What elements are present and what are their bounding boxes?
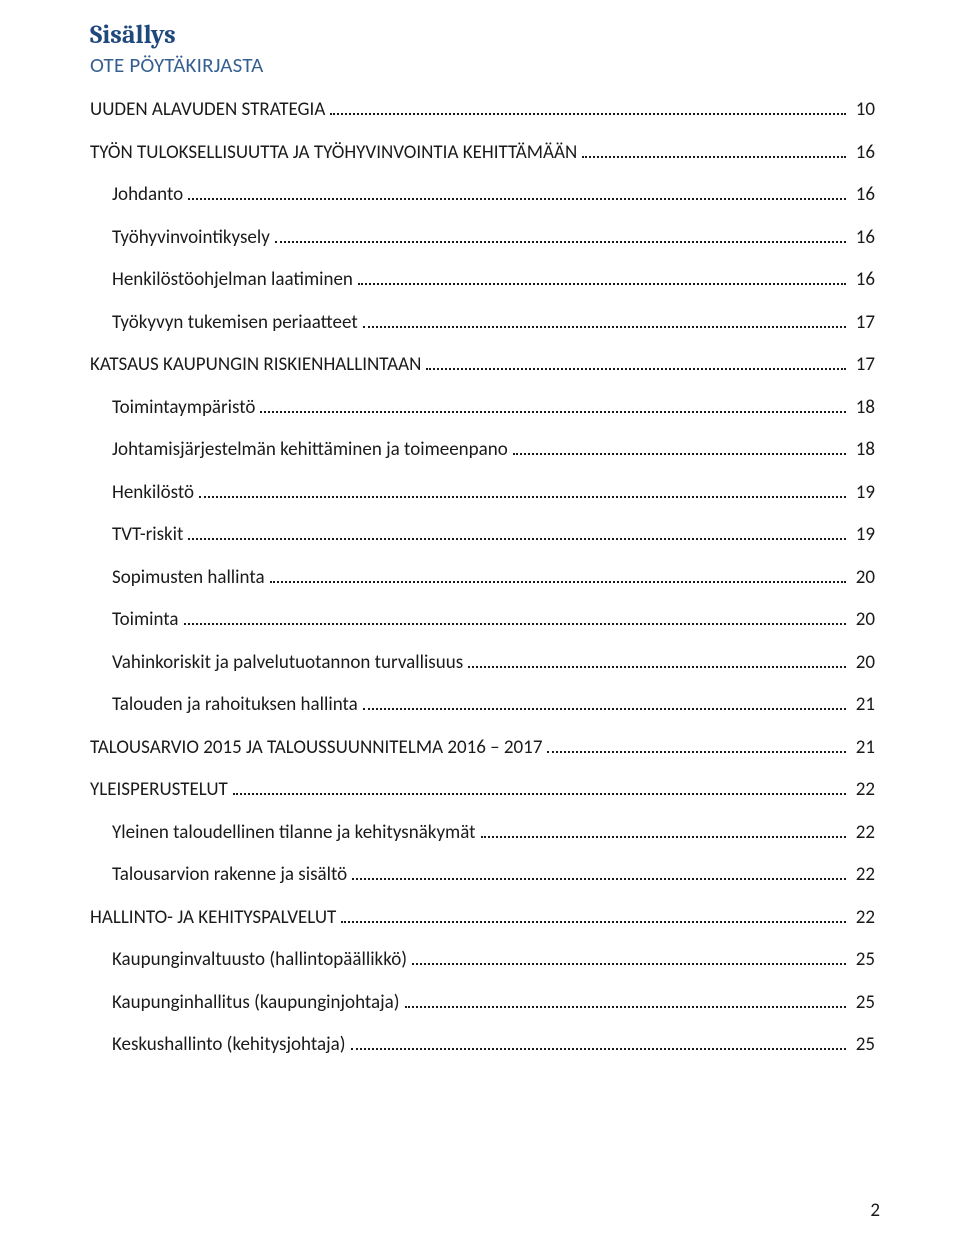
toc-entry[interactable]: Toiminta 20 [112,610,875,629]
document-page: Sisällys OTE PÖYTÄKIRJASTA UUDEN ALAVUDE… [0,0,960,1244]
table-of-contents: UUDEN ALAVUDEN STRATEGIA 10 TYÖN TULOKSELL… [90,100,875,1054]
doc-title: Sisällys [90,20,875,50]
toc-entry-page: 17 [849,355,875,374]
toc-entry[interactable]: YLEISPERUSTELUT 22 [90,780,875,799]
toc-entry-label: TALOUSARVIO 2015 JA TALOUSSUUNNITELMA 20… [90,738,544,757]
toc-entry[interactable]: TYÖN TULOKSELLISUUTTA JA TYÖHYVINVOINTIA… [90,143,875,162]
toc-leader-dots [341,921,846,923]
toc-entry-page: 21 [849,695,875,714]
toc-entry[interactable]: KATSAUS KAUPUNGIN RISKIENHALLINTAAN 17 [90,355,875,374]
toc-entry-label: Kaupunginvaltuusto (hallintopäällikkö) [112,950,409,969]
toc-entry-page: 20 [849,610,875,629]
toc-leader-dots [468,666,846,668]
toc-entry-label: Toiminta [112,610,181,629]
toc-entry-label: TVT-riskit [112,525,185,544]
toc-entry-page: 20 [849,568,875,587]
toc-entry-label: HALLINTO- JA KEHITYSPALVELUT [90,908,338,927]
toc-entry-page: 22 [849,908,875,927]
toc-entry[interactable]: Kaupunginvaltuusto (hallintopäällikkö) 25 [112,950,875,969]
toc-entry-label: YLEISPERUSTELUT [90,780,230,799]
toc-entry-page: 22 [849,823,875,842]
toc-entry-page: 20 [849,653,875,672]
toc-entry-label: Henkilöstöohjelman laatiminen [112,270,355,289]
toc-leader-dots [188,198,846,200]
toc-entry-label: Johtamisjärjestelmän kehittäminen ja toi… [112,440,510,459]
toc-entry-page: 25 [849,1035,875,1054]
toc-entry[interactable]: Johdanto 16 [112,185,875,204]
toc-entry-page: 18 [849,440,875,459]
toc-entry-page: 25 [849,950,875,969]
toc-entry-label: Talouden ja rahoituksen hallinta [112,695,360,714]
toc-entry[interactable]: Talousarvion rakenne ja sisältö 22 [112,865,875,884]
toc-entry-label: TYÖN TULOKSELLISUUTTA JA TYÖHYVINVOINTIA… [90,143,579,162]
toc-entry-label: Työhyvinvointikysely [112,228,272,247]
toc-entry[interactable]: HALLINTO- JA KEHITYSPALVELUT 22 [90,908,875,927]
toc-leader-dots [352,878,846,880]
toc-entry[interactable]: Sopimusten hallinta 20 [112,568,875,587]
toc-entry-label: Keskushallinto (kehitysjohtaja) [112,1035,348,1054]
toc-leader-dots [426,368,846,370]
toc-entry-page: 25 [849,993,875,1012]
toc-leader-dots [481,836,846,838]
toc-leader-dots [188,538,846,540]
toc-entry-page: 16 [849,185,875,204]
toc-entry-page: 18 [849,398,875,417]
toc-entry[interactable]: UUDEN ALAVUDEN STRATEGIA 10 [90,100,875,119]
toc-leader-dots [351,1048,846,1050]
toc-leader-dots [233,793,846,795]
toc-entry[interactable]: Keskushallinto (kehitysjohtaja) 25 [112,1035,875,1054]
toc-entry-page: 19 [849,483,875,502]
toc-leader-dots [547,751,846,753]
toc-entry[interactable]: Vahinkoriskit ja palvelutuotannon turval… [112,653,875,672]
toc-entry[interactable]: Johtamisjärjestelmän kehittäminen ja toi… [112,440,875,459]
toc-entry-page: 16 [849,228,875,247]
toc-entry[interactable]: Toimintaympäristö 18 [112,398,875,417]
toc-leader-dots [363,708,846,710]
toc-leader-dots [582,156,846,158]
toc-leader-dots [260,411,846,413]
toc-entry-label: Yleinen taloudellinen tilanne ja kehitys… [112,823,478,842]
toc-leader-dots [330,113,846,115]
toc-leader-dots [270,581,846,583]
toc-leader-dots [275,241,846,243]
toc-entry[interactable]: Kaupunginhallitus (kaupunginjohtaja) 25 [112,993,875,1012]
toc-entry-label: Vahinkoriskit ja palvelutuotannon turval… [112,653,465,672]
doc-subtitle: OTE PÖYTÄKIRJASTA [90,52,875,78]
toc-entry-label: Työkyvyn tukemisen periaatteet [112,313,360,332]
toc-entry-page: 16 [849,143,875,162]
toc-entry-page: 19 [849,525,875,544]
page-number: 2 [870,1199,880,1222]
toc-entry-label: Kaupunginhallitus (kaupunginjohtaja) [112,993,402,1012]
toc-entry-page: 22 [849,780,875,799]
toc-leader-dots [199,496,846,498]
toc-entry[interactable]: TVT-riskit 19 [112,525,875,544]
toc-entry-label: UUDEN ALAVUDEN STRATEGIA [90,100,327,119]
toc-entry-page: 10 [849,100,875,119]
toc-leader-dots [412,963,846,965]
toc-entry-label: KATSAUS KAUPUNGIN RISKIENHALLINTAAN [90,355,423,374]
toc-leader-dots [513,453,846,455]
toc-entry[interactable]: Henkilöstö 19 [112,483,875,502]
toc-entry-label: Henkilöstö [112,483,196,502]
toc-leader-dots [405,1006,846,1008]
toc-entry-page: 16 [849,270,875,289]
toc-entry-label: Toimintaympäristö [112,398,257,417]
toc-entry-page: 21 [849,738,875,757]
toc-entry[interactable]: Työkyvyn tukemisen periaatteet 17 [112,313,875,332]
toc-entry[interactable]: Työhyvinvointikysely 16 [112,228,875,247]
toc-entry[interactable]: Henkilöstöohjelman laatiminen 16 [112,270,875,289]
toc-entry[interactable]: Talouden ja rahoituksen hallinta 21 [112,695,875,714]
toc-entry[interactable]: Yleinen taloudellinen tilanne ja kehitys… [112,823,875,842]
toc-leader-dots [358,283,846,285]
toc-leader-dots [184,623,846,625]
toc-entry-label: Talousarvion rakenne ja sisältö [112,865,349,884]
toc-leader-dots [363,326,846,328]
toc-entry-label: Sopimusten hallinta [112,568,267,587]
toc-entry-label: Johdanto [112,185,185,204]
toc-entry-page: 17 [849,313,875,332]
toc-entry-page: 22 [849,865,875,884]
toc-entry[interactable]: TALOUSARVIO 2015 JA TALOUSSUUNNITELMA 20… [90,738,875,757]
